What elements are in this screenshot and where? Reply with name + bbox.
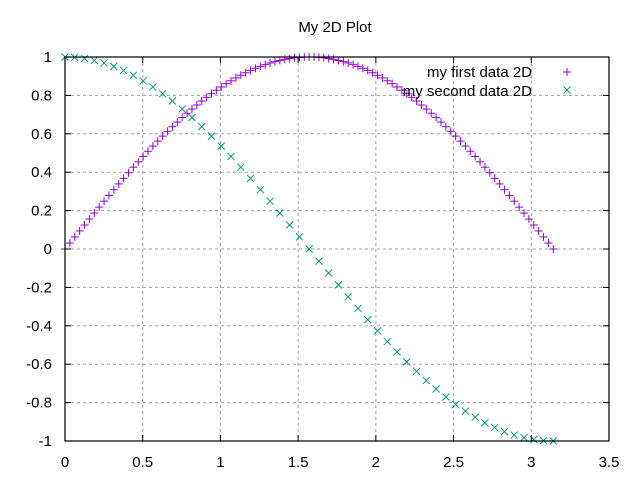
axes-frame <box>64 56 610 442</box>
x-tick-label: 0.5 <box>132 454 153 471</box>
y-tick-label: -0.8 <box>26 395 52 412</box>
x-tick-label: 0 <box>61 454 69 471</box>
x-tick-label: 2 <box>372 454 380 471</box>
y-tick-label: 1 <box>44 49 52 66</box>
series-2 <box>61 53 558 445</box>
y-tick-label: 0.2 <box>31 203 52 220</box>
tick-labels: 0 0.5 1 1.5 2 2.5 3 3.5 1 0.8 0.6 0.4 0.2 0 -0.2 -0.4 -0… <box>26 49 619 471</box>
y-tick-label: -0.2 <box>26 279 52 296</box>
y-tick-label: 0.8 <box>31 87 52 104</box>
x-tick-label: 1.5 <box>288 454 309 471</box>
x-tick-label: 3 <box>527 454 535 471</box>
legend: my first data 2D my second data 2D <box>403 64 571 100</box>
plus-marker-icon <box>563 68 571 76</box>
cross-marker-icon <box>563 86 571 94</box>
x-tick-label: 1 <box>216 454 224 471</box>
y-tick-label: 0.6 <box>31 126 52 143</box>
y-tick-label: 0 <box>44 241 52 258</box>
data-series <box>61 53 558 445</box>
x-tick-label: 3.5 <box>599 454 620 471</box>
y-tick-label: -0.6 <box>26 356 52 373</box>
y-tick-label: -1 <box>39 433 52 450</box>
chart-title: My 2D Plot <box>298 19 372 36</box>
x-tick-label: 2.5 <box>443 454 464 471</box>
y-tick-label: 0.4 <box>31 164 52 181</box>
y-tick-label: -0.4 <box>26 318 52 335</box>
series-1 <box>61 53 558 253</box>
legend-label-series-2: my second data 2D <box>403 83 532 100</box>
grid-lines <box>65 57 609 441</box>
legend-label-series-1: my first data 2D <box>427 64 532 81</box>
